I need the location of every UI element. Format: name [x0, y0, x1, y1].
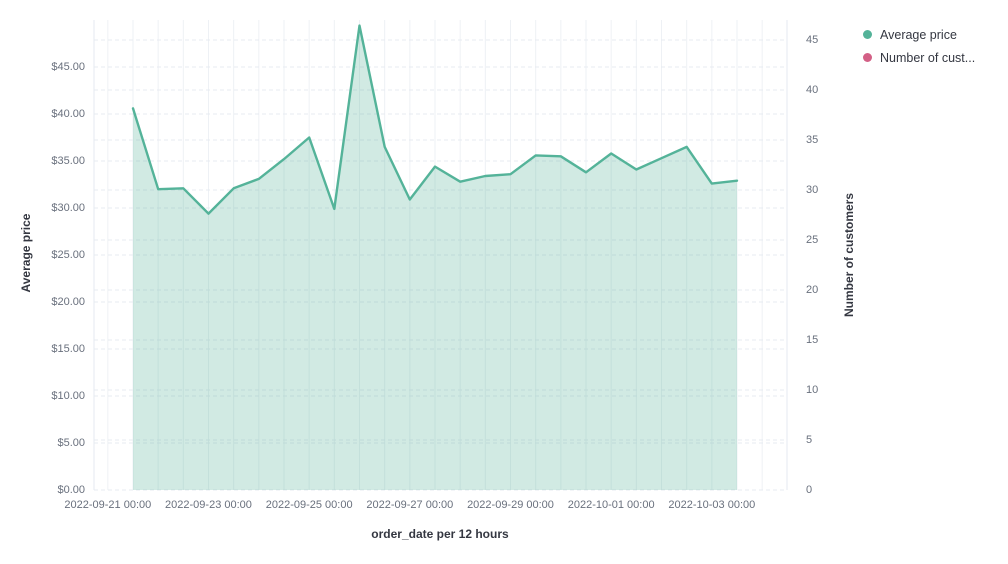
- x-axis-tick-label: 2022-09-21 00:00: [64, 499, 152, 511]
- right-axis-tick-label: 5: [806, 434, 813, 446]
- x-axis-tick-label: 2022-09-29 00:00: [467, 499, 554, 511]
- line-series-average-price: [131, 24, 739, 215]
- left-axis-tick-label: $45.00: [51, 61, 85, 73]
- right-axis-tick-label: 35: [806, 134, 819, 146]
- left-axis-tick-label: $5.00: [57, 437, 85, 449]
- area-series-average-price: [133, 25, 737, 490]
- right-axis-title: Number of customers: [842, 192, 856, 318]
- left-axis-tick-label: $40.00: [51, 108, 85, 120]
- legend: Average price Number of cust...: [863, 23, 975, 69]
- x-axis-tick-label: 2022-09-23 00:00: [165, 499, 252, 511]
- right-axis-tick-label: 20: [806, 284, 819, 296]
- legend-label: Number of cust...: [880, 50, 976, 65]
- x-axis-tick-label: 2022-09-27 00:00: [366, 499, 454, 511]
- legend-dot-number-of-customers: [863, 53, 872, 62]
- x-axis-title: order_date per 12 hours: [371, 527, 509, 541]
- right-axis-tick-label: 30: [806, 184, 819, 196]
- x-axis-tick-label: 2022-09-25 00:00: [265, 499, 353, 511]
- x-axis-tick-label: 2022-10-01 00:00: [567, 499, 655, 511]
- left-axis-tick-label: $10.00: [51, 390, 85, 402]
- legend-label: Average price: [880, 27, 957, 42]
- plot-area[interactable]: [94, 20, 787, 490]
- left-axis-tick-label: $30.00: [51, 202, 85, 214]
- left-axis-tick-label: $0.00: [57, 484, 85, 496]
- right-axis-tick-label: 25: [806, 234, 819, 246]
- right-axis-tick-label: 0: [806, 484, 813, 496]
- left-axis-title: Average price: [19, 213, 33, 293]
- legend-dot-average-price: [863, 30, 872, 39]
- left-axis-tick-label: $25.00: [51, 249, 85, 261]
- legend-item-number-of-customers[interactable]: Number of cust...: [863, 46, 975, 69]
- left-axis-tick-label: $20.00: [51, 296, 85, 308]
- legend-item-average-price[interactable]: Average price: [863, 23, 975, 46]
- right-axis-tick-label: 15: [806, 334, 819, 346]
- right-axis-tick-label: 40: [806, 84, 819, 96]
- right-axis-tick-label: 45: [806, 34, 819, 46]
- left-axis-tick-label: $35.00: [51, 155, 85, 167]
- left-axis-tick-label: $15.00: [51, 343, 85, 355]
- x-axis-tick-label: 2022-10-03 00:00: [668, 499, 756, 511]
- right-axis-tick-label: 10: [806, 384, 819, 396]
